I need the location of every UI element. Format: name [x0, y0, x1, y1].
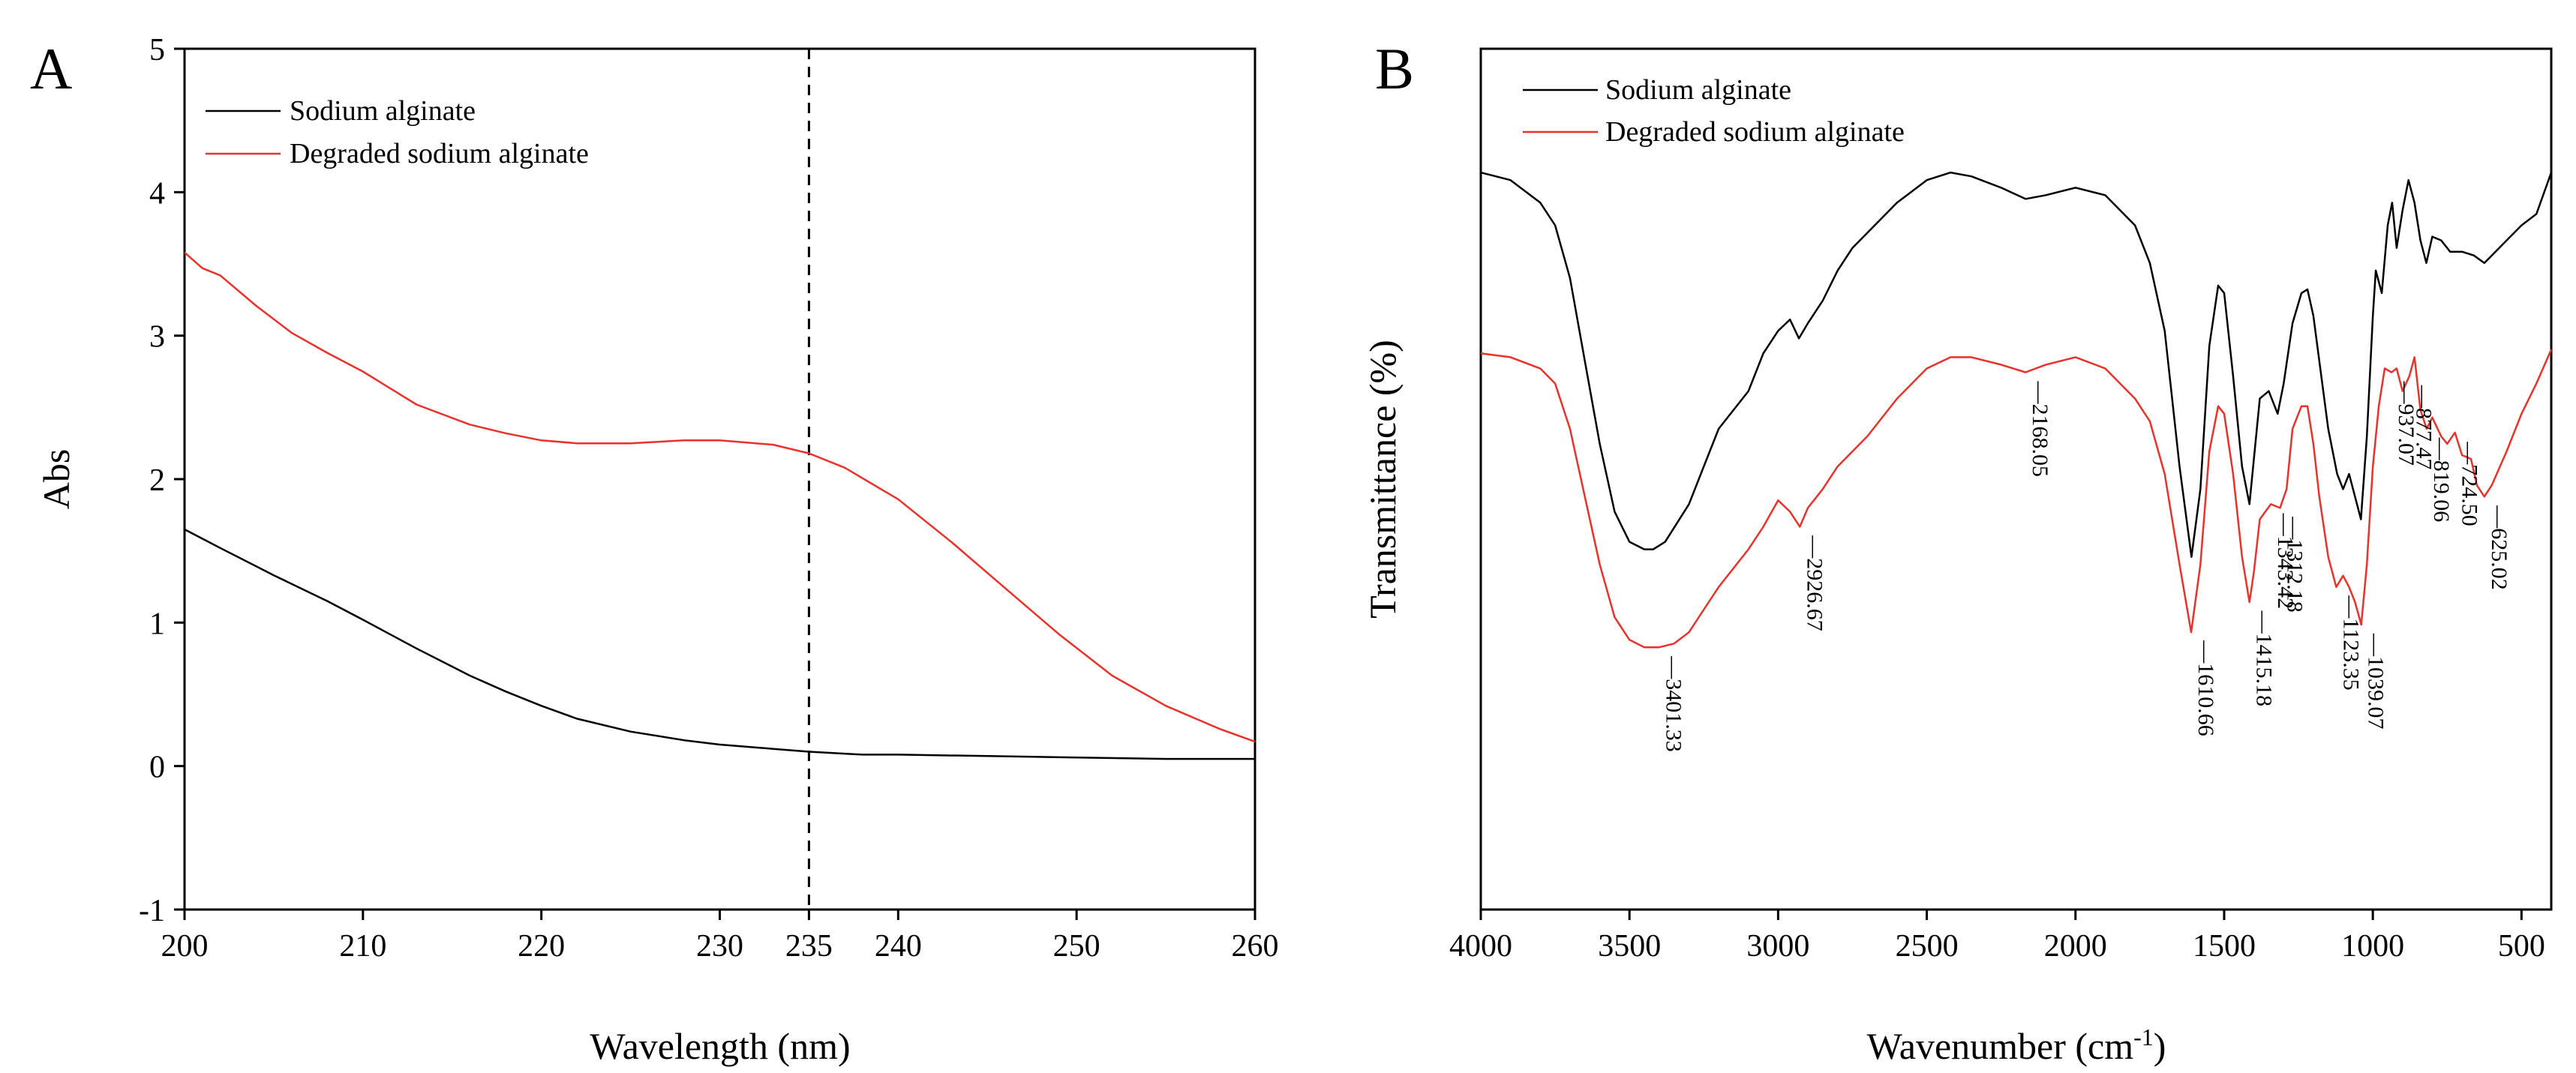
x-tick-label: 260 [1232, 929, 1279, 964]
panel-b: B 4000 3500 3000 2500 2000 1500 1000 500 —3401.… [1362, 36, 2553, 1067]
panel-a-y-axis: -1 0 1 2 3 4 5 [139, 33, 185, 928]
panel-b-label: B [1375, 36, 1414, 101]
panel-a-y-axis-title: Abs [35, 449, 77, 510]
x-tick-label: 2000 [2044, 929, 2107, 964]
x-tick-label: 4000 [1449, 929, 1512, 964]
panel-a: A -1 0 1 2 3 4 5 200 210 220 230 235 240 250 260 Sodi… [30, 33, 1279, 1067]
x-tick-label: 2500 [1896, 929, 1959, 964]
y-tick-label: -1 [139, 894, 165, 928]
x-tick-label: 3500 [1598, 929, 1661, 964]
panel-b-legend: Sodium alginate Degraded sodium alginate [1523, 74, 1905, 148]
x-tick-label: 210 [339, 929, 386, 964]
y-tick-label: 2 [149, 463, 165, 498]
x-tick-label: 250 [1053, 929, 1100, 964]
series-line-degraded-sodium-alginate [184, 251, 1256, 743]
panel-b-plot-frame [1479, 47, 2553, 911]
panel-b-series [1480, 171, 2553, 649]
peak-label-3401-33: —3401.33 [1661, 655, 1686, 752]
panel-b-y-axis-title: Transmittance (%) [1362, 340, 1404, 619]
x-tick-label: 240 [875, 929, 922, 964]
peak-label-625-02: —625.02 [2487, 505, 2511, 590]
x-tick-label: 3000 [1746, 929, 1809, 964]
y-tick-label: 1 [149, 607, 165, 641]
peak-label-1343-42: —1343.42 [2273, 513, 2298, 610]
x-tick-label: 1500 [2193, 929, 2256, 964]
panel-a-series [184, 251, 1256, 760]
panel-a-x-axis-title: Wavelength (nm) [590, 1025, 850, 1067]
panel-b-x-axis-title-close: ) [2154, 1025, 2166, 1067]
series-line-sodium-alginate [184, 528, 1255, 760]
legend-label-degraded-sodium-alginate: Degraded sodium alginate [290, 138, 589, 169]
peak-label-1039-07: —1039.07 [2364, 633, 2388, 730]
panel-a-x-axis: 200 210 220 230 235 240 250 260 [161, 910, 1279, 964]
series-line-sodium-alginate [1480, 171, 2553, 558]
panel-b-x-axis-title: Wavenumber (cm-1) [1867, 1024, 2166, 1067]
peak-label-2168-05: —2168.05 [2028, 381, 2052, 478]
peak-label-724-50: —724.50 [2457, 441, 2481, 526]
legend-label-sodium-alginate: Sodium alginate [290, 95, 476, 127]
legend-label-degraded-sodium-alginate: Degraded sodium alginate [1605, 116, 1905, 148]
x-tick-label: 500 [2498, 929, 2545, 964]
x-tick-label: 235 [785, 929, 833, 964]
panel-a-legend: Sodium alginate Degraded sodium alginate [206, 95, 589, 169]
peak-label-1415-18: —1415.18 [2252, 610, 2277, 707]
x-tick-label: 200 [161, 929, 209, 964]
y-tick-label: 4 [149, 176, 165, 211]
peak-label-877-47: —877.47 [2412, 385, 2436, 470]
peak-label-2926-67: —2926.67 [1803, 535, 1827, 631]
x-tick-label: 220 [518, 929, 565, 964]
legend-label-sodium-alginate: Sodium alginate [1605, 74, 1791, 106]
panel-a-plot-frame [183, 47, 1256, 911]
y-tick-label: 3 [149, 320, 165, 355]
peak-label-819-06: —819.06 [2429, 437, 2454, 523]
series-line-degraded-sodium-alginate [1480, 349, 2553, 649]
peak-label-1123-35: —1123.35 [2338, 595, 2363, 690]
y-tick-label: 5 [149, 33, 165, 67]
panel-b-x-axis: 4000 3500 3000 2500 2000 1500 1000 500 [1449, 910, 2545, 964]
panel-b-x-axis-title-main: Wavenumber (cm [1867, 1025, 2134, 1067]
x-tick-label: 230 [696, 929, 743, 964]
peak-label-1610-66: —1610.66 [2193, 640, 2218, 736]
y-tick-label: 0 [149, 751, 165, 785]
peak-label-937-07: —937.07 [2394, 381, 2418, 466]
peak-label-1312-18: —1312.18 [2282, 516, 2307, 613]
panel-b-x-axis-title-superscript: -1 [2133, 1024, 2154, 1051]
panel-a-label: A [30, 36, 72, 101]
x-tick-label: 1000 [2341, 929, 2404, 964]
panel-b-peak-labels: —3401.33 —2926.67 —2168.05 —1610.66 —1415.18… [1661, 381, 2511, 752]
